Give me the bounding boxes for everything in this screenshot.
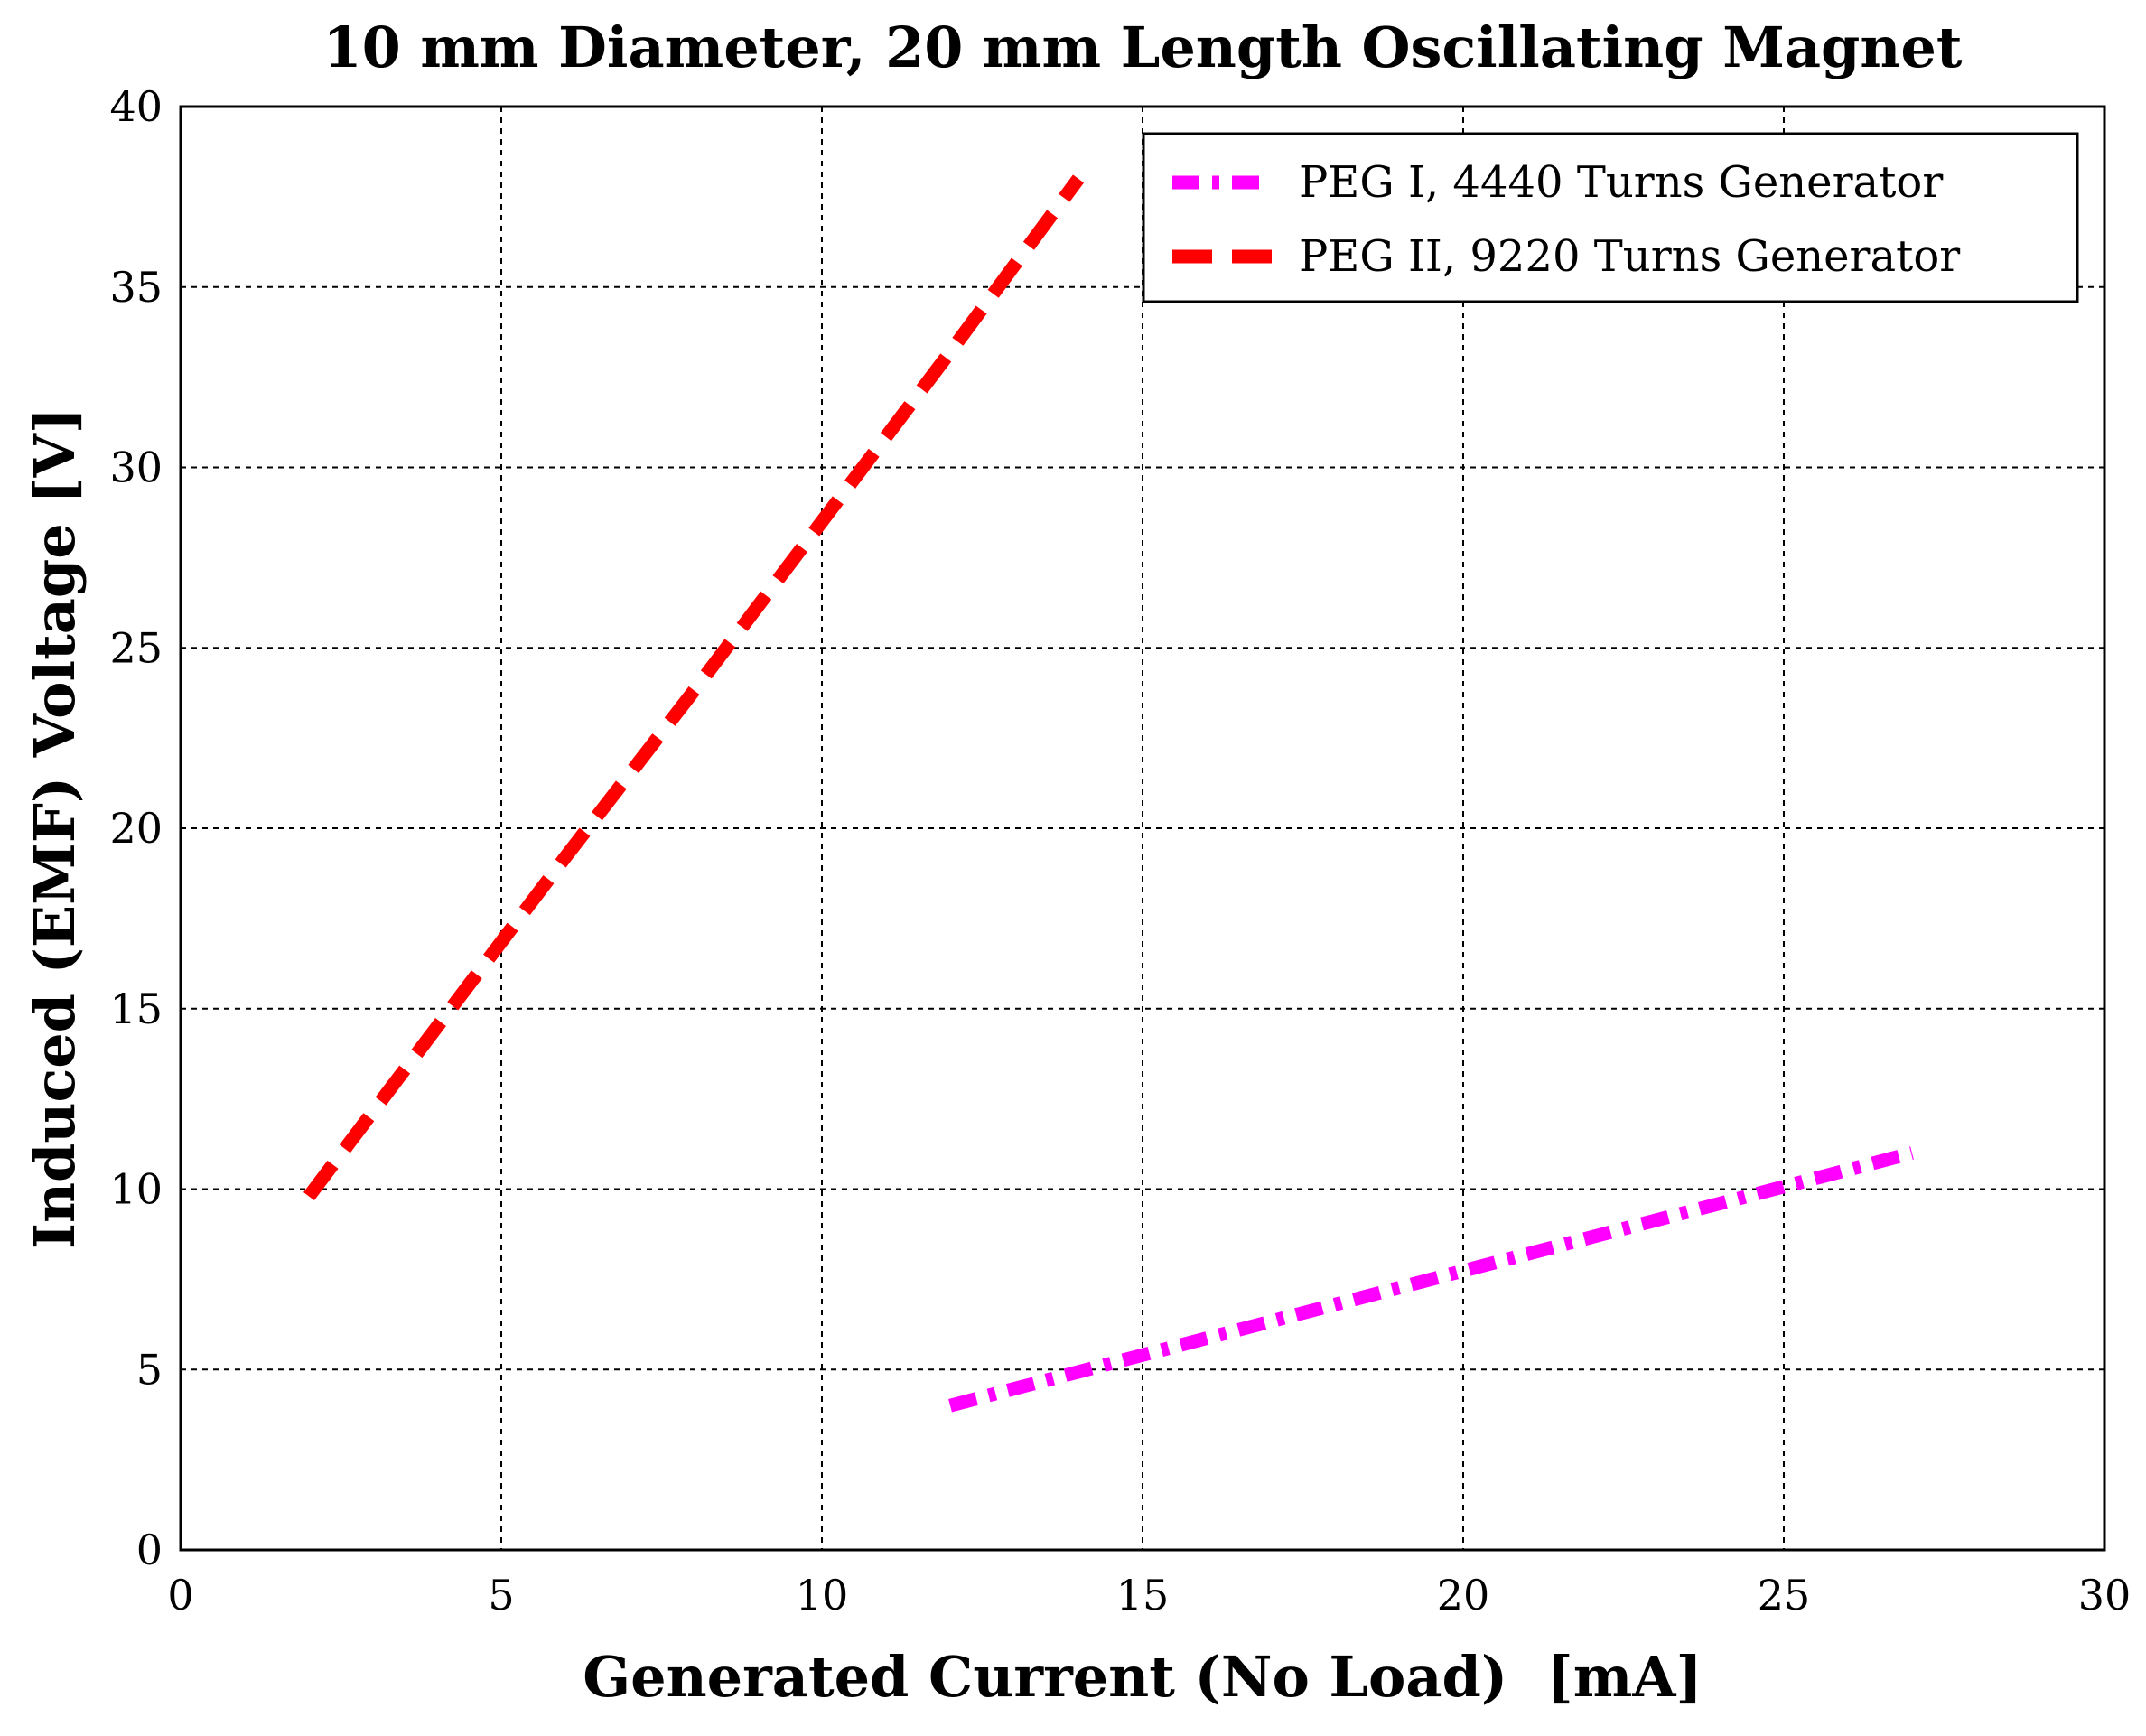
x-tick-label: 30 (2078, 1571, 2132, 1619)
legend-box (1142, 132, 2079, 303)
y-tick-label: 40 (109, 82, 163, 131)
series-line-0 (948, 1146, 1914, 1413)
x-tick-label: 5 (488, 1571, 514, 1619)
y-tick-label: 25 (109, 623, 163, 672)
x-axis-label: Generated Current (No Load) [mA] (583, 1644, 1703, 1710)
x-tick-label: 25 (1758, 1571, 1811, 1619)
legend: PEG I, 4440 Turns Generator PEG II, 9220… (1142, 132, 2079, 303)
chart-title: 10 mm Diameter, 20 mm Length Oscillating… (322, 14, 1962, 80)
y-tick-label: 30 (109, 443, 163, 492)
y-axis-label: Induced (EMF) Voltage [V] (22, 407, 88, 1249)
legend-label-peg-i: PEG I, 4440 Turns Generator (1299, 157, 1943, 208)
legend-label-peg-ii: PEG II, 9220 Turns Generator (1299, 231, 1960, 282)
y-tick-label: 5 (136, 1345, 163, 1394)
series-line-1 (303, 174, 1085, 1201)
series-lines (303, 174, 1914, 1413)
y-tick-label: 15 (109, 985, 163, 1033)
y-tick-label: 20 (109, 804, 163, 853)
x-tick-label: 15 (1116, 1571, 1170, 1619)
y-tick-label: 35 (109, 263, 163, 312)
x-tick-label: 20 (1437, 1571, 1490, 1619)
tick-labels: 0 5 10 15 20 25 30 0 5 10 15 20 25 30 35 40 (109, 82, 2131, 1619)
plot-area-frame (179, 105, 2106, 1552)
grid-lines (181, 107, 2104, 1550)
x-tick-label: 10 (796, 1571, 849, 1619)
y-tick-label: 0 (136, 1526, 163, 1574)
y-tick-label: 10 (109, 1165, 163, 1214)
x-tick-label: 0 (167, 1571, 193, 1619)
